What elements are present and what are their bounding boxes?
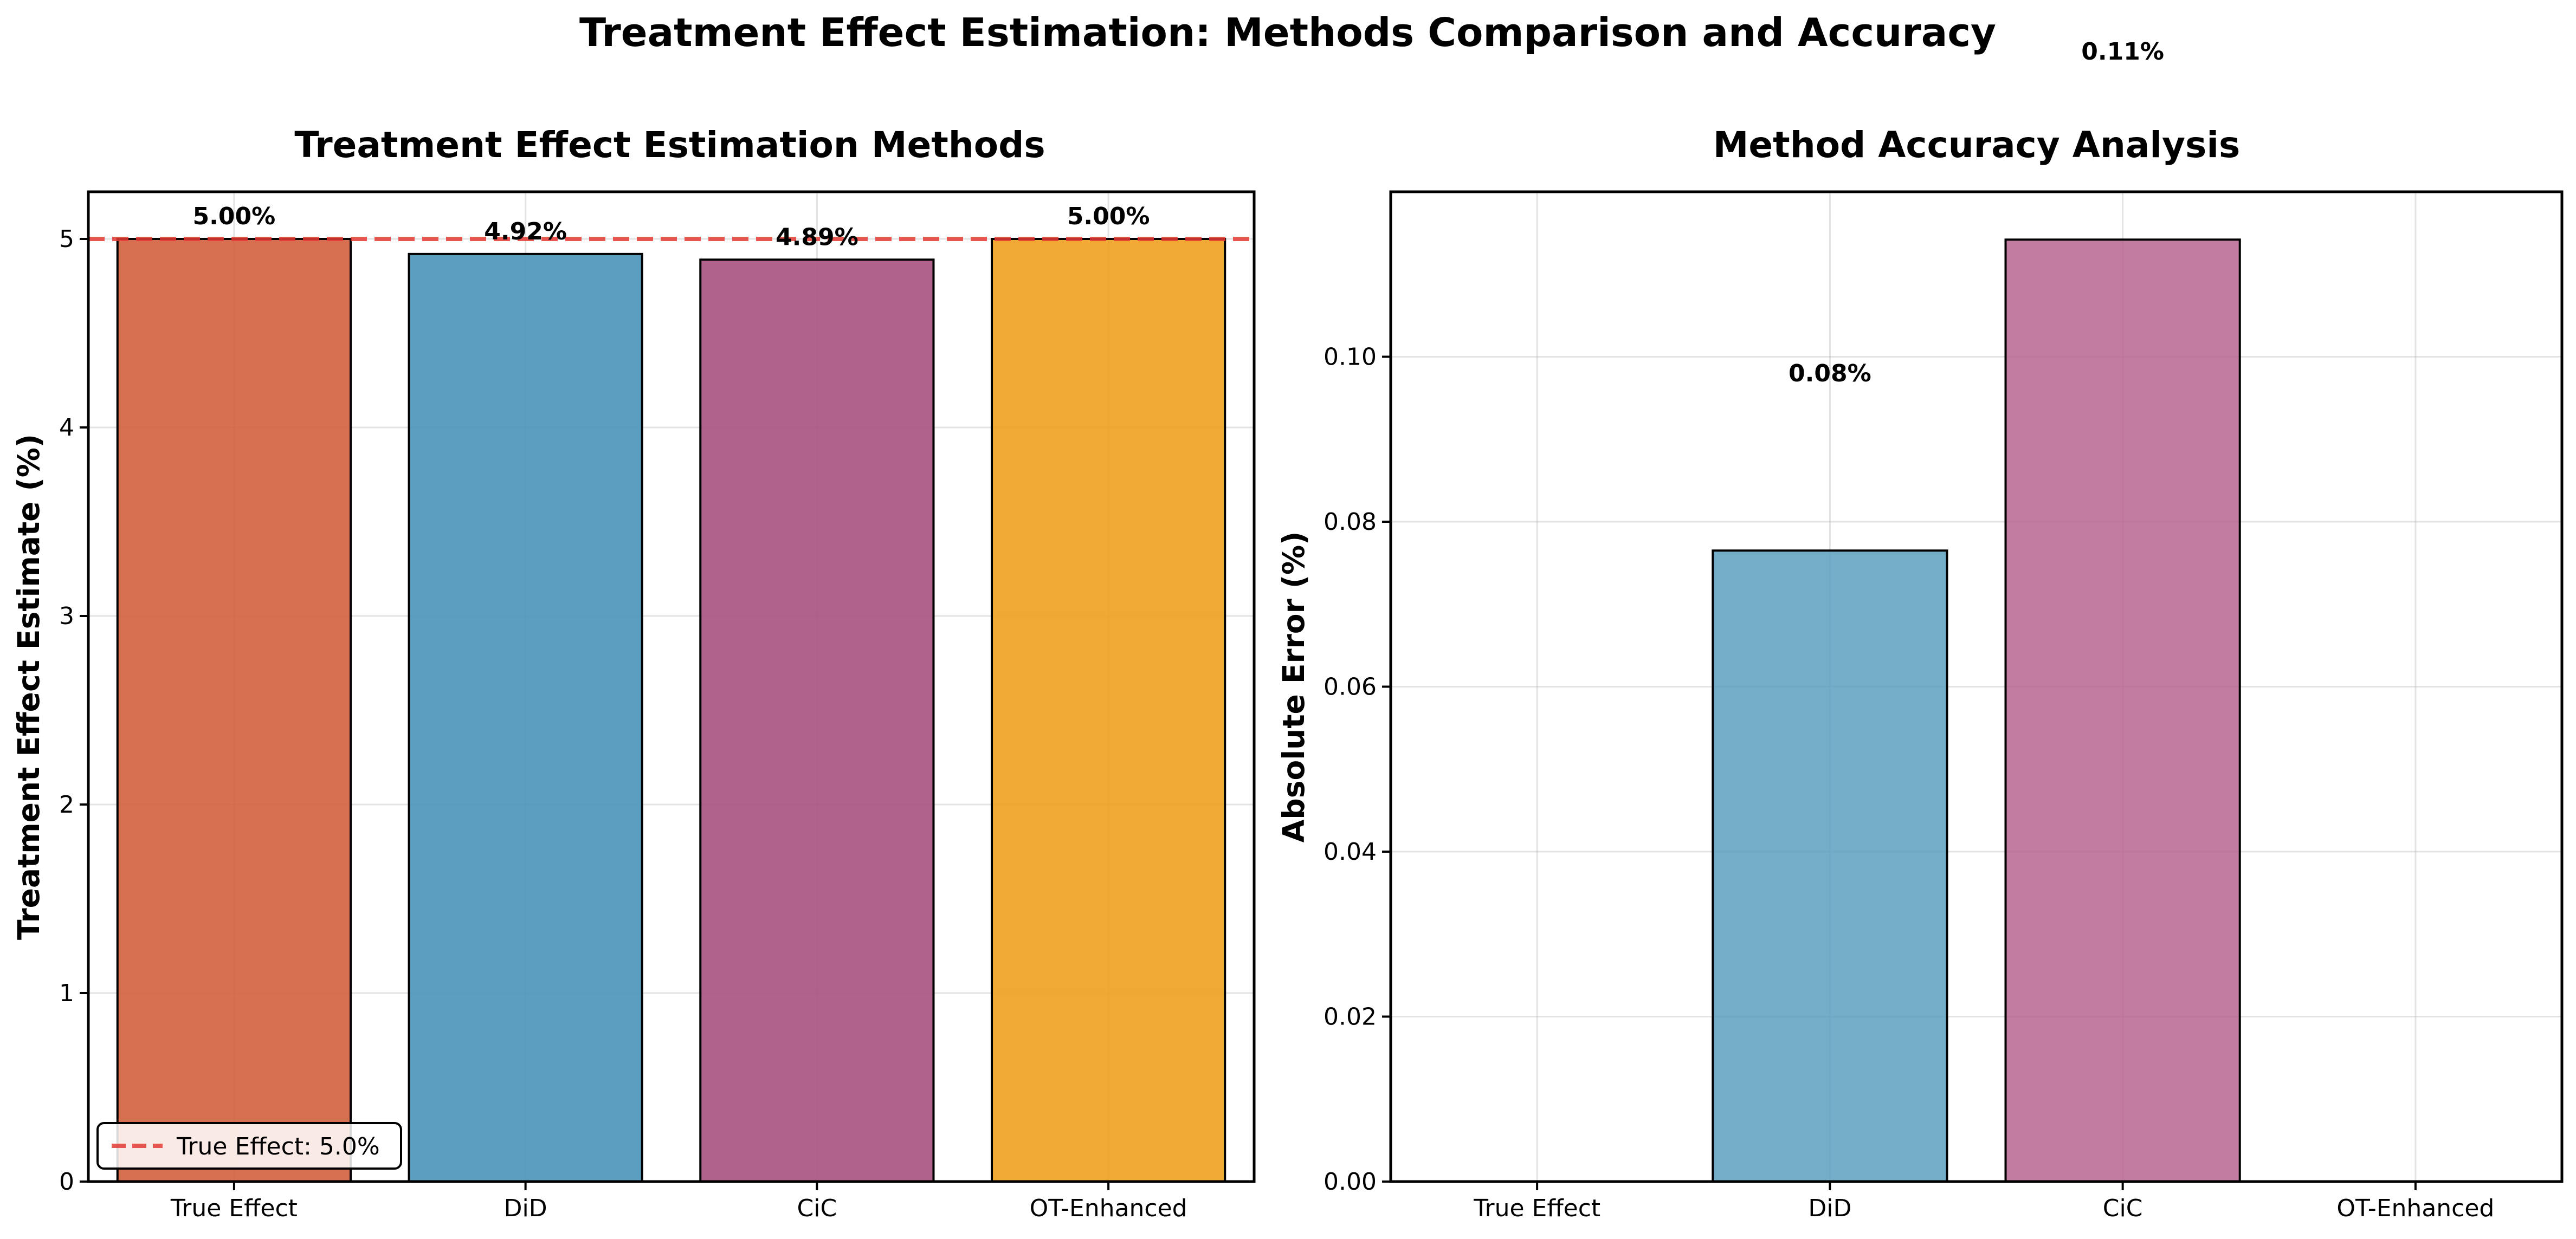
x-tick-label: OT-Enhanced (1030, 1195, 1187, 1222)
y-tick-label: 0.10 (1323, 343, 1377, 371)
value-labels: 0.08% 0.11% (1789, 38, 2164, 387)
bar (1712, 549, 1948, 1183)
bars (1712, 238, 2241, 1183)
y-tick-label: 2 (59, 791, 74, 819)
bar (699, 258, 935, 1183)
bars (116, 238, 1226, 1183)
value-label: 0.08% (1789, 360, 1871, 387)
y-tick-label: 4 (59, 414, 74, 442)
x-tick-label: CiC (2103, 1195, 2143, 1222)
y-axis-label: Treatment Effect Estimate (%) (11, 434, 46, 940)
y-tick-label: 5 (59, 225, 74, 253)
value-labels: 5.00% 4.92% 4.89% 5.00% (193, 203, 1150, 251)
bar (2004, 238, 2241, 1183)
plot-frame (1389, 190, 2564, 1183)
y-axis-label: Absolute Error (%) (1276, 531, 1311, 842)
plot-frame (87, 190, 1256, 1183)
x-ticks: True Effect DiD CiC OT-Enhanced (1473, 1182, 2494, 1222)
legend: True Effect: 5.0% (96, 1122, 402, 1170)
chart-title: Treatment Effect Estimation Methods (294, 124, 1045, 166)
y-tick-label: 0.06 (1323, 673, 1377, 701)
bar (408, 252, 643, 1183)
legend-entry: True Effect: 5.0% (176, 1133, 380, 1160)
x-tick-label: DiD (504, 1195, 547, 1222)
chart-title: Method Accuracy Analysis (1713, 124, 2241, 166)
y-tick-label: 0 (59, 1168, 74, 1196)
y-tick-label: 1 (59, 979, 74, 1007)
x-tick-label: CiC (797, 1195, 837, 1222)
bar (116, 238, 352, 1183)
value-label: 4.92% (484, 218, 567, 245)
figure-suptitle: Treatment Effect Estimation: Methods Com… (579, 10, 1996, 55)
y-tick-label: 0.08 (1323, 508, 1377, 536)
value-label: 5.00% (1067, 203, 1150, 230)
x-tick-label: DiD (1808, 1195, 1851, 1222)
y-tick-label: 0.02 (1323, 1003, 1377, 1031)
x-tick-label: True Effect (170, 1195, 298, 1222)
x-tick-label: True Effect (1473, 1195, 1600, 1222)
chart-estimates: Treatment Effect Estimation Methods Trea… (11, 124, 1256, 1222)
y-ticks: 0.00 0.02 0.04 0.06 0.08 0.10 (1323, 343, 1391, 1196)
x-ticks: True Effect DiD CiC OT-Enhanced (170, 1182, 1187, 1222)
chart-accuracy: Method Accuracy Analysis Absolute Error … (1276, 38, 2564, 1222)
value-label: 5.00% (193, 203, 276, 230)
bar (991, 238, 1226, 1183)
y-tick-label: 0.00 (1323, 1168, 1377, 1196)
y-ticks: 0 1 2 3 4 5 (59, 225, 88, 1196)
value-label: 0.11% (2081, 38, 2164, 66)
x-tick-label: OT-Enhanced (2336, 1195, 2494, 1222)
legend-box (96, 1122, 402, 1170)
y-tick-label: 3 (59, 602, 74, 630)
value-label: 4.89% (776, 223, 858, 251)
y-tick-label: 0.04 (1323, 838, 1377, 866)
